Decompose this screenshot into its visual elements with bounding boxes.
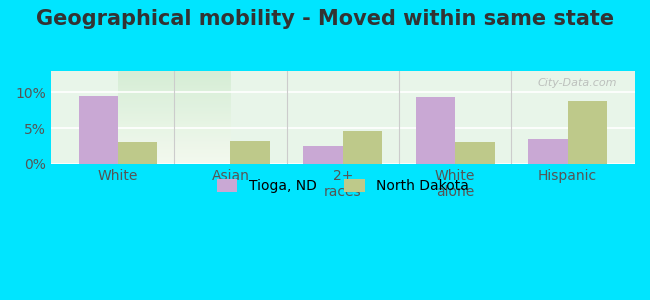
- Text: City-Data.com: City-Data.com: [538, 78, 617, 88]
- Bar: [343, 131, 382, 164]
- Text: Geographical mobility - Moved within same state: Geographical mobility - Moved within sam…: [36, 9, 614, 29]
- Bar: [230, 141, 270, 164]
- Bar: [304, 146, 343, 164]
- Bar: [528, 139, 567, 164]
- Bar: [416, 97, 455, 164]
- Bar: [79, 96, 118, 164]
- Bar: [567, 101, 607, 164]
- Legend: Tioga, ND, North Dakota: Tioga, ND, North Dakota: [211, 174, 474, 199]
- Bar: [455, 142, 495, 164]
- Bar: [118, 142, 157, 164]
